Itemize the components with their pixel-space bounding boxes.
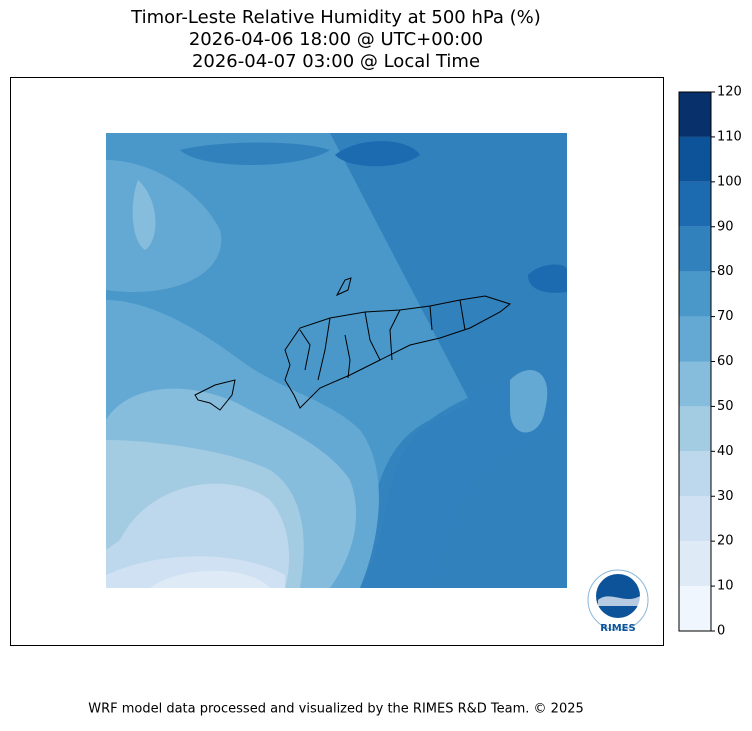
colorbar-segment xyxy=(679,451,711,497)
colorbar-segment xyxy=(679,136,711,182)
colorbar-tick-label: 20 xyxy=(717,534,734,549)
colorbar-tick-label: 40 xyxy=(717,444,734,459)
colorbar-segment xyxy=(679,361,711,407)
title-line: 2026-04-07 03:00 @ Local Time xyxy=(192,51,480,72)
colorbar-tick-label: 70 xyxy=(717,309,734,324)
title-line: 2026-04-06 18:00 @ UTC+00:00 xyxy=(189,29,483,50)
colorbar-tick-label: 80 xyxy=(717,264,734,279)
colorbar: 0 10 20 30 40 50 60 70 80 90 100 110 120 xyxy=(678,85,742,639)
colorbar-tick-label: 120 xyxy=(717,85,742,100)
colorbar-tick-label: 50 xyxy=(717,399,734,414)
colorbar-segment xyxy=(679,406,711,452)
colorbar-segment xyxy=(679,316,711,362)
colorbar-tick-label: 90 xyxy=(717,219,734,234)
footer: WRF model data processed and visualized … xyxy=(88,702,584,717)
colorbar-segment xyxy=(679,226,711,272)
colorbar-segment xyxy=(679,586,711,631)
colorbar-tick-label: 60 xyxy=(717,354,734,369)
humidity-field xyxy=(106,133,567,588)
colorbar-tick-label: 0 xyxy=(717,624,725,639)
colorbar-tick-label: 100 xyxy=(717,174,742,189)
coastline xyxy=(194,277,512,411)
colorbar-segment xyxy=(679,541,711,587)
colorbar-segment xyxy=(679,496,711,542)
title-line: Timor-Leste Relative Humidity at 500 hPa… xyxy=(130,7,541,28)
logo: RIMES xyxy=(587,569,649,634)
colorbar-tick-label: 30 xyxy=(717,489,734,504)
colorbar-segment xyxy=(679,271,711,317)
colorbar-tick-label: 110 xyxy=(717,129,742,144)
colorbar-segment xyxy=(679,181,711,227)
colorbar-tick-label: 10 xyxy=(717,579,734,594)
logo-text: RIMES xyxy=(600,623,635,634)
colorbar-segment xyxy=(679,92,711,137)
